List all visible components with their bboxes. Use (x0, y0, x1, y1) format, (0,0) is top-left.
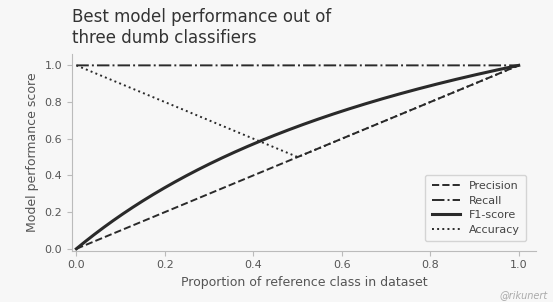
Recall (276, 63, 283, 67)
Recall (73, 63, 80, 67)
Precision (421, 103, 428, 106)
Precision (503, 69, 509, 72)
Text: @rikunert: @rikunert (499, 291, 547, 300)
F1-score (515, 63, 522, 67)
Accuracy (288, 153, 295, 156)
Accuracy (421, 102, 428, 106)
Recall (96, 63, 102, 67)
Precision (515, 63, 522, 67)
X-axis label: Proportion of reference class in dataset: Proportion of reference class in dataset (181, 276, 427, 289)
Accuracy (503, 69, 509, 72)
Precision (502, 69, 509, 72)
Accuracy (73, 64, 80, 67)
F1-score (276, 131, 283, 135)
Accuracy (515, 63, 522, 67)
Precision (96, 238, 102, 241)
Accuracy (294, 155, 301, 159)
Recall (502, 63, 509, 67)
Accuracy (96, 73, 102, 77)
Recall (503, 63, 509, 67)
F1-score (502, 66, 509, 70)
Precision (288, 158, 295, 162)
F1-score (421, 85, 428, 89)
Line: Accuracy: Accuracy (76, 65, 519, 157)
Precision (276, 163, 283, 166)
Y-axis label: Model performance score: Model performance score (26, 73, 39, 232)
F1-score (503, 66, 509, 70)
Recall (421, 63, 428, 67)
Recall (288, 63, 295, 67)
Legend: Precision, Recall, F1-score, Accuracy: Precision, Recall, F1-score, Accuracy (425, 175, 526, 241)
F1-score (73, 247, 80, 251)
Line: Precision: Precision (76, 65, 519, 249)
F1-score (288, 127, 295, 130)
Line: F1-score: F1-score (76, 65, 519, 249)
Recall (515, 63, 522, 67)
F1-score (96, 229, 102, 233)
Accuracy (503, 69, 509, 72)
Accuracy (276, 148, 283, 152)
Text: Best model performance out of
three dumb classifiers: Best model performance out of three dumb… (72, 8, 331, 47)
Precision (73, 247, 80, 251)
